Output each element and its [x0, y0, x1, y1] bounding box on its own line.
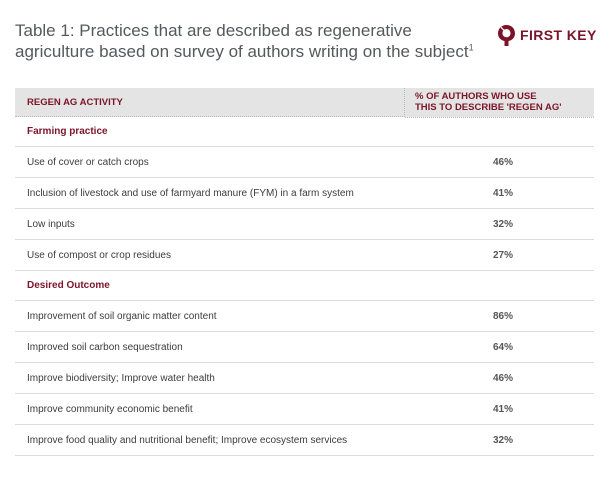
table-row: Use of compost or crop residues 27% — [15, 240, 594, 271]
row-percent: 46% — [493, 372, 514, 384]
row-percent: 32% — [493, 434, 514, 446]
table-row: Inclusion of livestock and use of farmya… — [15, 178, 594, 209]
row-percent: 41% — [493, 403, 514, 415]
table-row: Improve food quality and nutritional ben… — [15, 425, 594, 456]
row-activity: Low inputs — [27, 218, 75, 230]
section-farming-practice: Farming practice — [15, 117, 594, 147]
table-row: Use of cover or catch crops 46% — [15, 147, 594, 178]
table-title: Table 1: Practices that are described as… — [15, 20, 485, 62]
row-activity: Improve community economic benefit — [27, 403, 193, 415]
row-percent: 86% — [493, 310, 514, 322]
title-footnote-mark: 1 — [468, 42, 474, 53]
practices-table: REGEN AG ACTIVITY % OF AUTHORS WHO USE TH… — [15, 88, 594, 456]
table-row: Improved soil carbon sequestration 64% — [15, 332, 594, 363]
first-key-logo: FIRST KEY — [497, 23, 597, 47]
row-percent: 46% — [493, 156, 514, 168]
table-row: Improve community economic benefit 41% — [15, 394, 594, 425]
table-row: Improve biodiversity; Improve water heal… — [15, 363, 594, 394]
table-row: Improvement of soil organic matter conte… — [15, 301, 594, 332]
header-percent-line-1: % OF AUTHORS WHO USE — [415, 91, 537, 102]
table-row: Low inputs 32% — [15, 209, 594, 240]
row-activity: Use of compost or crop residues — [27, 249, 171, 261]
first-key-logo-icon — [498, 24, 515, 46]
row-percent: 27% — [493, 249, 514, 261]
table-header-row: REGEN AG ACTIVITY % OF AUTHORS WHO USE TH… — [15, 88, 594, 118]
row-activity: Use of cover or catch crops — [27, 156, 149, 168]
logo-text: FIRST KEY — [520, 27, 597, 43]
row-activity: Improve biodiversity; Improve water heal… — [27, 372, 215, 384]
header-activity: REGEN AG ACTIVITY — [15, 88, 405, 117]
row-activity: Improve food quality and nutritional ben… — [27, 434, 348, 446]
row-percent: 32% — [493, 218, 514, 230]
section-desired-outcome: Desired Outcome — [15, 271, 594, 301]
row-activity: Improvement of soil organic matter conte… — [27, 310, 217, 322]
row-percent: 41% — [493, 187, 514, 199]
header-percent-line-2: THIS TO DESCRIBE 'REGEN AG' — [415, 102, 562, 113]
row-percent: 64% — [493, 341, 514, 353]
title-line-2: agriculture based on survey of authors w… — [15, 42, 469, 61]
row-activity: Improved soil carbon sequestration — [27, 341, 183, 353]
row-activity: Inclusion of livestock and use of farmya… — [27, 187, 354, 199]
header-percent: % OF AUTHORS WHO USE THIS TO DESCRIBE 'RE… — [405, 88, 594, 118]
title-line-1: Table 1: Practices that are described as… — [15, 21, 412, 40]
